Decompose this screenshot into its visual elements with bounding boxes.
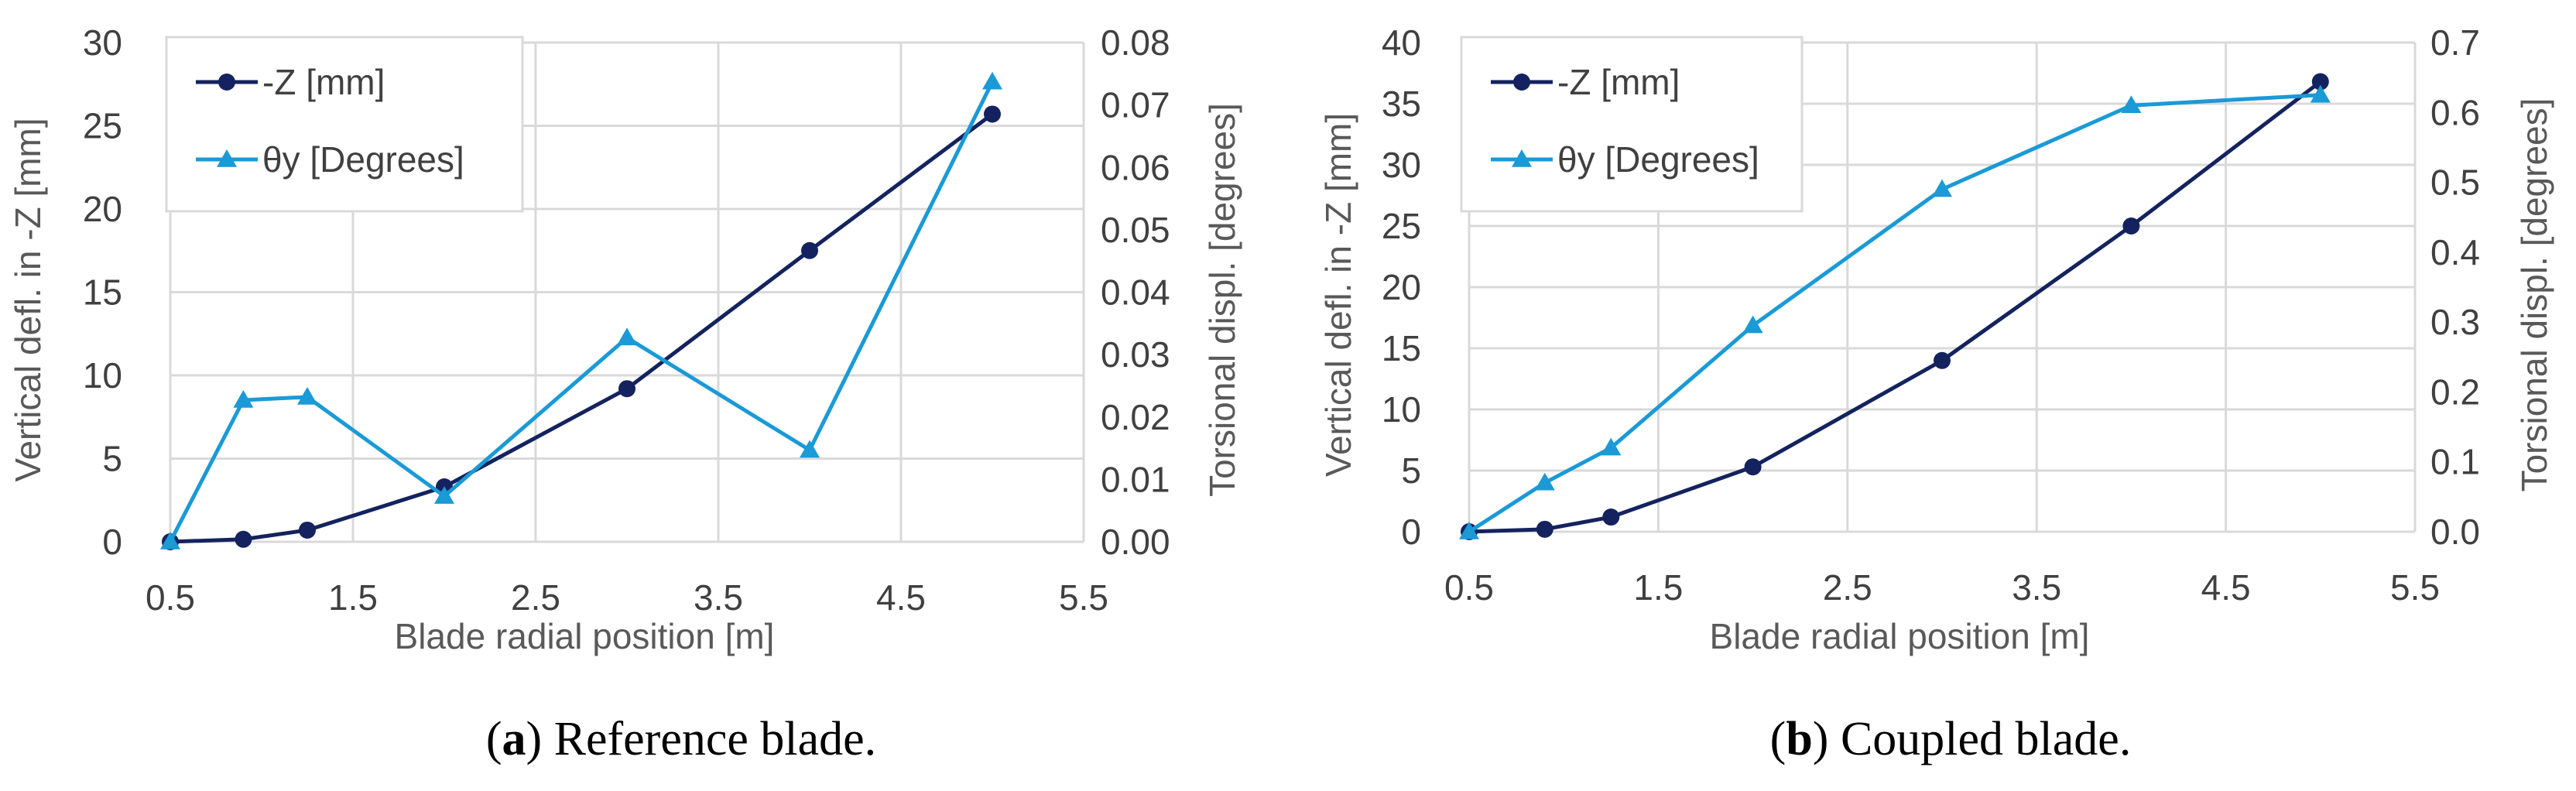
y2-tick-label: 0.00 xyxy=(1101,522,1170,562)
caption-letter: b xyxy=(1786,713,1812,765)
chart-panel-b: 0 5 10 15 20 25 30 35 40 0.0 0.1 0.2 0.3 0.4 0.5 0.6 0.7… xyxy=(1318,22,2554,765)
x-tick-label: 2.5 xyxy=(511,577,560,618)
z-deflection-data-point xyxy=(1934,351,1951,369)
torsion-data-point xyxy=(160,532,180,550)
torsion-data-point xyxy=(2121,95,2142,114)
torsion-data-point xyxy=(434,486,454,504)
y2-tick-label: 0.08 xyxy=(1101,22,1170,63)
y-tick-label: 35 xyxy=(1382,84,1421,124)
x-tick-label: 5.5 xyxy=(2390,567,2440,608)
caption-paren: ) xyxy=(1813,713,1841,765)
y2-tick-label: 0.04 xyxy=(1101,272,1170,313)
legend-label: -Z [mm] xyxy=(262,62,385,102)
x-tick-label: 1.5 xyxy=(328,577,378,618)
torsion-data-point xyxy=(800,440,820,458)
caption-paren: ( xyxy=(1770,713,1786,765)
caption-paren: ( xyxy=(486,713,502,765)
y-tick-label: 20 xyxy=(83,189,122,229)
caption-letter: a xyxy=(502,713,526,765)
x-tick-label: 4.5 xyxy=(2201,567,2251,608)
z-deflection-data-point xyxy=(1536,520,1553,538)
x-tick-label: 0.5 xyxy=(1444,567,1494,608)
y-tick-label: 10 xyxy=(83,355,122,396)
y-tick-label: 25 xyxy=(1382,206,1421,246)
y2-tick-label: 0.0 xyxy=(2430,512,2480,552)
y2-axis-title: Torsional displ. [degrees] xyxy=(2514,98,2554,492)
y-tick-label: 30 xyxy=(83,22,122,63)
y2-tick-label: 0.7 xyxy=(2430,22,2480,63)
y2-tick-label: 0.6 xyxy=(2430,92,2480,132)
chart-panel-a: 0 5 10 15 20 25 30 0.00 0.01 0.02 0.03 0.04 0.05 0.06… xyxy=(8,22,1242,765)
y-tick-label: 15 xyxy=(83,272,122,313)
x-tick-label: 1.5 xyxy=(1633,567,1683,608)
y-tick-label: 30 xyxy=(1382,145,1421,185)
y-tick-label: 25 xyxy=(83,106,122,146)
z-deflection-data-point xyxy=(1744,458,1762,476)
x-tick-label: 4.5 xyxy=(876,577,926,618)
z-deflection-data-point xyxy=(618,380,635,398)
x-axis-title: Blade radial position [m] xyxy=(395,616,775,656)
z-deflection-data-point xyxy=(299,521,316,539)
torsion-data-point xyxy=(233,389,254,408)
torsion-data-point xyxy=(1534,472,1555,491)
y2-tick-label: 0.07 xyxy=(1101,85,1170,125)
z-deflection-data-point xyxy=(1602,508,1620,526)
legend-label: θy [Degrees] xyxy=(1557,139,1759,180)
y2-tick-label: 0.01 xyxy=(1101,459,1170,499)
z-deflection-data-point xyxy=(2311,73,2329,91)
x-tick-label: 3.5 xyxy=(694,577,743,618)
x-tick-label: 2.5 xyxy=(1823,567,1872,608)
legend-box xyxy=(165,36,524,213)
caption-text: Reference blade. xyxy=(554,713,877,765)
x-tick-label: 3.5 xyxy=(2012,567,2061,608)
legend-marker-triangle xyxy=(1512,149,1532,167)
x-tick-label: 0.5 xyxy=(146,577,195,618)
y-tick-label: 5 xyxy=(102,439,122,479)
x-tick-label: 5.5 xyxy=(1059,577,1108,618)
y2-tick-label: 0.3 xyxy=(2430,302,2480,342)
torsion-data-point xyxy=(2310,84,2331,103)
legend-marker-circle xyxy=(218,74,235,91)
y-tick-label: 15 xyxy=(1382,328,1421,368)
z-deflection-data-point xyxy=(801,241,818,259)
z-deflection-data-point xyxy=(2122,217,2140,235)
y-tick-label: 40 xyxy=(1382,22,1421,63)
y2-tick-label: 0.2 xyxy=(2430,372,2480,412)
figure-caption: (b) Coupled blade. xyxy=(1770,713,2132,765)
torsion-data-point xyxy=(982,71,1002,90)
legend-label: θy [Degrees] xyxy=(262,139,464,180)
y2-tick-label: 0.4 xyxy=(2430,232,2480,272)
y2-tick-label: 0.5 xyxy=(2430,163,2480,203)
figure-caption: (a) Reference blade. xyxy=(486,713,876,765)
torsion-data-point xyxy=(1459,522,1479,539)
torsion-data-point xyxy=(1742,315,1763,334)
legend-marker-circle xyxy=(1513,74,1530,91)
y-tick-label: 10 xyxy=(1382,389,1421,430)
z-deflection-data-point xyxy=(235,530,252,548)
y-axis-title: Vertical defl. in -Z [mm] xyxy=(1318,113,1358,477)
torsion-data-point xyxy=(617,327,637,346)
torsion-data-point xyxy=(297,386,317,405)
legend-marker-triangle xyxy=(217,149,237,167)
y2-tick-label: 0.03 xyxy=(1101,334,1170,375)
torsion-data-point xyxy=(1932,179,1952,197)
y-axis-title: Vertical defl. in -Z [mm] xyxy=(8,118,48,481)
y-tick-label: 5 xyxy=(1401,450,1421,491)
x-axis-title: Blade radial position [m] xyxy=(1710,616,2090,656)
y2-tick-label: 0.1 xyxy=(2430,442,2480,482)
y2-axis-title: Torsional displ. [degrees] xyxy=(1202,103,1242,497)
z-deflection-data-point xyxy=(984,105,1001,123)
y2-tick-label: 0.06 xyxy=(1101,147,1170,187)
legend-box xyxy=(1460,36,1804,213)
caption-text: Coupled blade. xyxy=(1841,713,2131,765)
y2-tick-label: 0.05 xyxy=(1101,210,1170,250)
y-tick-label: 0 xyxy=(1401,512,1421,552)
legend-label: -Z [mm] xyxy=(1557,62,1680,102)
torsion-data-point xyxy=(1601,437,1622,456)
caption-paren: ) xyxy=(526,713,553,765)
y2-tick-label: 0.02 xyxy=(1101,397,1170,437)
y-tick-label: 0 xyxy=(102,522,122,562)
y-tick-label: 20 xyxy=(1382,267,1421,307)
